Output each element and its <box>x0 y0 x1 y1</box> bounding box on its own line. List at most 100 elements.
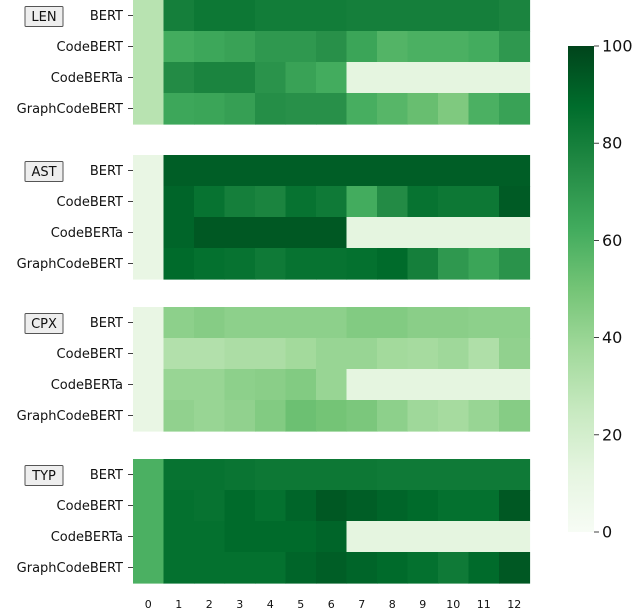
heatmap-cell <box>194 400 226 432</box>
heatmap-cell <box>163 400 195 432</box>
heatmap-cell <box>133 0 165 32</box>
heatmap-cell <box>163 93 195 125</box>
heatmap-cell <box>285 552 317 584</box>
row-label: GraphCodeBERT <box>17 561 123 576</box>
heatmap-cell <box>133 31 165 63</box>
heatmap-cell <box>316 31 348 63</box>
heatmap-cell <box>407 490 439 522</box>
row-label: CodeBERT <box>57 499 124 514</box>
heatmap-cell <box>438 400 470 432</box>
heatmap-cell <box>468 217 500 249</box>
x-tick-label: 12 <box>507 598 521 608</box>
heatmap-cell <box>285 369 317 401</box>
heatmap-cell <box>316 400 348 432</box>
heatmap-cell <box>346 186 378 218</box>
panel-cpx: BERT CodeBERT CodeBERTa GraphCodeBERT CPX <box>17 307 531 432</box>
heatmap-cell <box>255 459 287 491</box>
heatmap-cell <box>285 155 317 187</box>
x-tick-label: 0 <box>145 598 152 608</box>
panel-tag-label: LEN <box>31 10 56 25</box>
heatmap-cell <box>224 490 256 522</box>
heatmap-cell <box>346 307 378 339</box>
heatmap-cell <box>407 31 439 63</box>
heatmap-cell <box>377 62 409 94</box>
heatmap-cell <box>438 338 470 370</box>
heatmap-cell <box>407 217 439 249</box>
heatmap-cell <box>255 0 287 32</box>
heatmap-cell <box>285 521 317 553</box>
heatmap-cell <box>499 521 531 553</box>
heatmap-cell <box>468 307 500 339</box>
heatmap-cell <box>407 400 439 432</box>
heatmap-cell <box>468 459 500 491</box>
row-label: BERT <box>90 164 123 179</box>
heatmap-cell <box>468 338 500 370</box>
heatmap-cell <box>468 62 500 94</box>
heatmap-cell <box>224 62 256 94</box>
x-tick-label: 5 <box>297 598 304 608</box>
heatmap-cell <box>285 307 317 339</box>
heatmap-cell <box>194 217 226 249</box>
heatmap-cell <box>438 31 470 63</box>
heatmap-cell <box>285 217 317 249</box>
heatmap-cell <box>499 0 531 32</box>
colorbar-tick-label: 60 <box>602 231 622 250</box>
heatmap-cell <box>316 459 348 491</box>
heatmap-cell <box>316 155 348 187</box>
heatmap-cell <box>285 400 317 432</box>
heatmap-cell <box>499 338 531 370</box>
heatmap-cell <box>224 369 256 401</box>
heatmap-cell <box>285 93 317 125</box>
row-label: CodeBERTa <box>51 378 123 393</box>
heatmap-cell <box>224 217 256 249</box>
colorbar-tick-label: 0 <box>602 523 612 542</box>
heatmap-cell <box>499 62 531 94</box>
heatmap-cell <box>194 307 226 339</box>
row-label: GraphCodeBERT <box>17 409 123 424</box>
heatmap-cell <box>346 400 378 432</box>
heatmap-cell <box>468 490 500 522</box>
heatmap-cell <box>255 217 287 249</box>
heatmap-cell <box>499 459 531 491</box>
heatmap-cell <box>163 155 195 187</box>
heatmap-cell <box>438 62 470 94</box>
heatmap-cell <box>133 93 165 125</box>
heatmap-cell <box>407 338 439 370</box>
heatmap-cell <box>407 155 439 187</box>
heatmap-cell <box>499 31 531 63</box>
x-tick-label: 1 <box>175 598 182 608</box>
heatmap-cell <box>438 0 470 32</box>
heatmap-cell <box>224 307 256 339</box>
x-tick-label: 3 <box>236 598 243 608</box>
heatmap-cell <box>346 490 378 522</box>
heatmap-cell <box>346 552 378 584</box>
heatmap-cell <box>499 552 531 584</box>
panel-tag-label: CPX <box>31 317 57 332</box>
colorbar-tick-label: 100 <box>602 37 633 56</box>
heatmap-cell <box>346 217 378 249</box>
heatmap-cell <box>163 31 195 63</box>
panel-tag-label: TYP <box>31 469 56 484</box>
heatmap-cell <box>255 31 287 63</box>
heatmap-cell <box>377 307 409 339</box>
heatmap-cell <box>133 490 165 522</box>
heatmap-cell <box>255 369 287 401</box>
x-tick-label: 8 <box>389 598 396 608</box>
heatmap-cell <box>316 552 348 584</box>
heatmap-cell <box>194 31 226 63</box>
heatmap-cell <box>468 93 500 125</box>
heatmap-cell <box>133 400 165 432</box>
heatmap-cell <box>255 307 287 339</box>
heatmap-cell <box>224 93 256 125</box>
heatmap-cell <box>316 186 348 218</box>
row-label: GraphCodeBERT <box>17 102 123 117</box>
heatmap-cell <box>346 338 378 370</box>
heatmap-cell <box>255 490 287 522</box>
heatmap-cell <box>163 62 195 94</box>
heatmap-cell <box>285 186 317 218</box>
x-tick-label: 9 <box>419 598 426 608</box>
heatmap-cell <box>163 369 195 401</box>
colorbar <box>568 46 594 532</box>
heatmap-cell <box>255 248 287 280</box>
heatmap-cell <box>377 31 409 63</box>
